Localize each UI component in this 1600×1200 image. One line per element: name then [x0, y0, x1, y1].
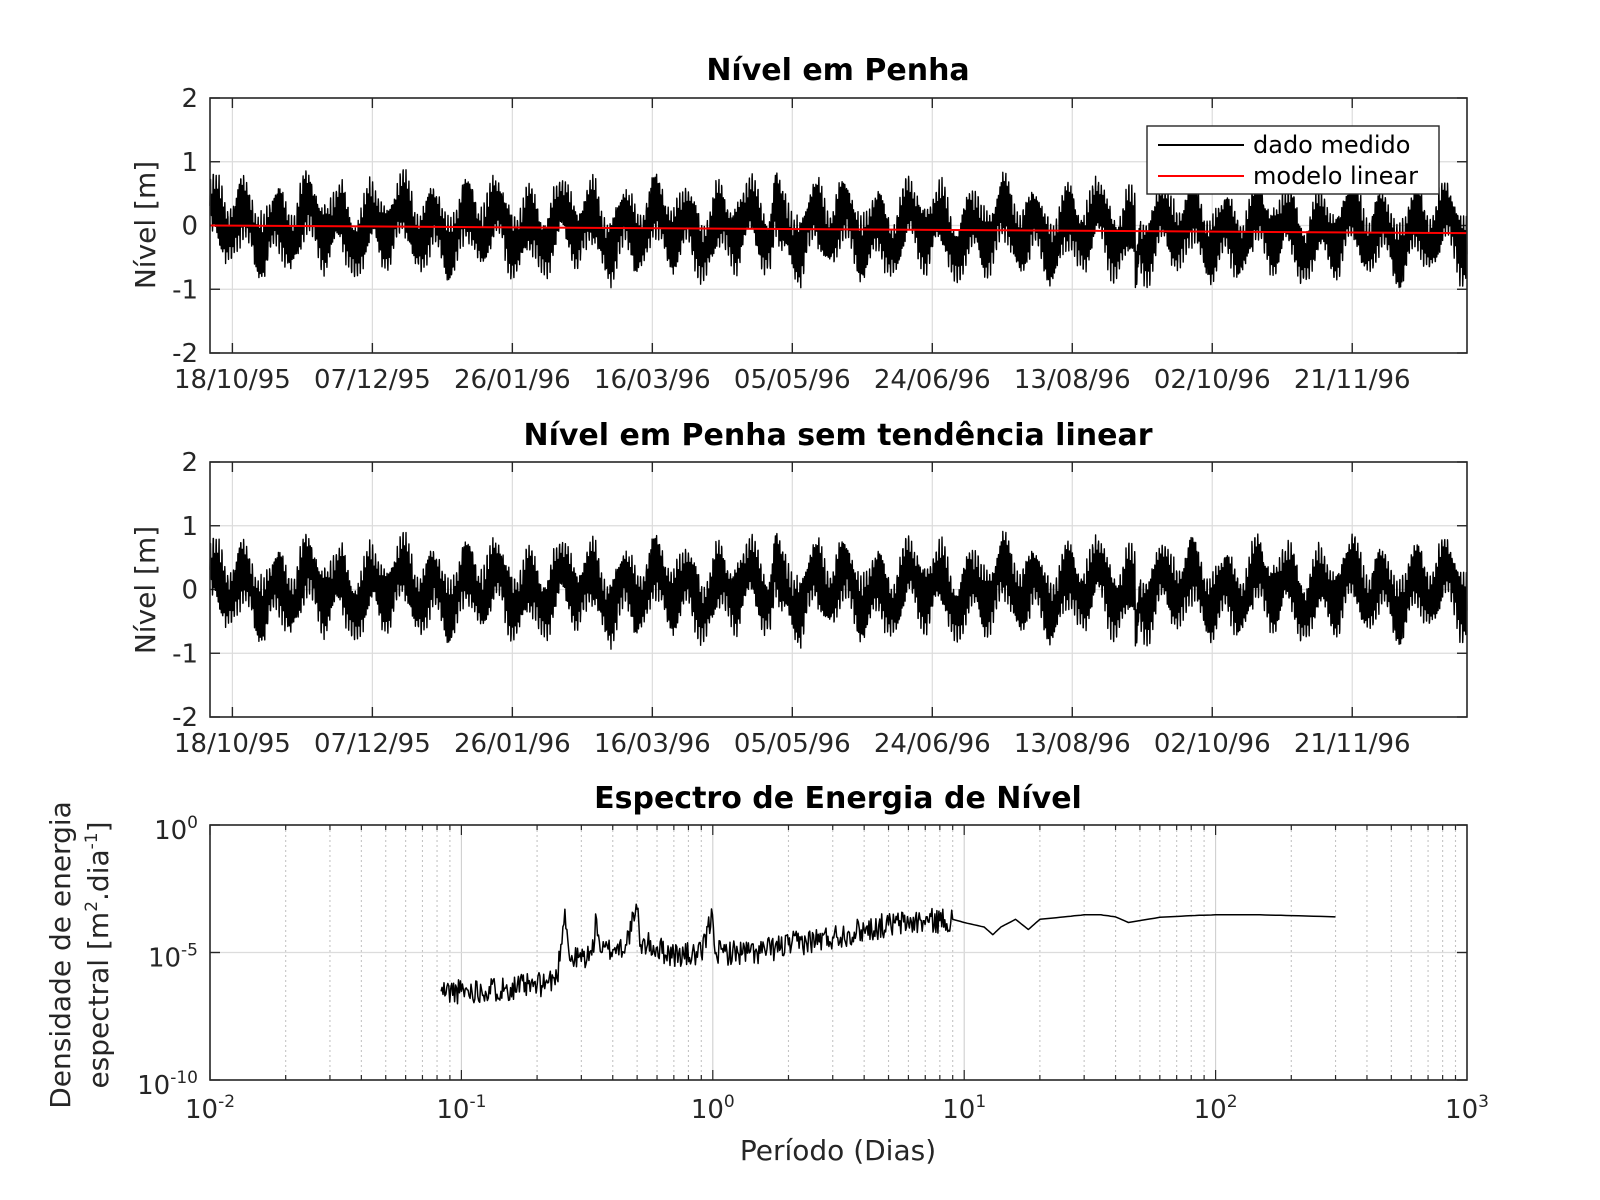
- x-tick-label: 16/03/96: [594, 729, 711, 759]
- panel-sem-tendencia: Nível em Penha sem tendência linear Níve…: [129, 418, 1468, 759]
- x-tick-label: 24/06/96: [874, 365, 991, 395]
- y-tick-label: 1: [181, 512, 198, 542]
- grid: [209, 824, 1467, 1081]
- chart-title: Nível em Penha: [706, 53, 969, 88]
- x-tick-label: 13/08/96: [1014, 365, 1131, 395]
- y-axis-label: Densidade de energia espectral [m2.dia-1…: [44, 801, 115, 1109]
- data-lines: [209, 530, 1468, 650]
- y-axis-label-line2: espectral [m2.dia-1]: [82, 821, 115, 1088]
- series-line-spectrum: [440, 903, 1336, 1005]
- x-tick-label: 16/03/96: [594, 365, 711, 395]
- series-line-measured: [209, 169, 1468, 289]
- x-tick-label: 21/11/96: [1294, 729, 1411, 759]
- axes-box: [209, 461, 1468, 718]
- x-tick-label: 18/10/95: [174, 729, 291, 759]
- y-tick-label: 10-10: [137, 1068, 198, 1101]
- series-line-linear-model: [209, 224, 1468, 235]
- y-tick-label: 100: [154, 813, 198, 846]
- axes-box: [209, 97, 1468, 354]
- legend-label-measured: dado medido: [1253, 131, 1410, 159]
- tick-labels: 10-2 10-1 100 101 102 103 10-10 10-5 100: [137, 813, 1489, 1125]
- x-tick-label: 02/10/96: [1154, 729, 1271, 759]
- x-tick-label: 07/12/95: [314, 365, 431, 395]
- series-line-measured: [209, 530, 1468, 650]
- x-axis-label: Período (Dias): [740, 1134, 936, 1167]
- y-tick-label: 2: [181, 84, 198, 114]
- y-tick-label: 10-5: [148, 941, 198, 974]
- x-tick-label: 24/06/96: [874, 729, 991, 759]
- x-tick-label: 07/12/95: [314, 729, 431, 759]
- panel-nivel-em-penha: Nível em Penha Nível [m] -2 -1 0 1 2 18/10/95…: [129, 53, 1468, 395]
- y-axis-label: Nível [m]: [129, 526, 162, 654]
- x-tick-label: 05/05/96: [734, 365, 851, 395]
- y-tick-label: -1: [172, 639, 198, 669]
- data-lines: [440, 903, 1336, 1005]
- tick-labels: -2 -1 0 1 2 18/10/95 07/12/95 26/01/96 16/03/96 0…: [172, 84, 1411, 395]
- x-tick-label: 10-2: [185, 1092, 235, 1125]
- x-tick-label: 18/10/95: [174, 365, 291, 395]
- x-tick-label: 26/01/96: [454, 365, 571, 395]
- y-axis-label-line1: Densidade de energia: [44, 801, 77, 1109]
- x-tick-label: 100: [691, 1092, 735, 1125]
- x-tick-label: 13/08/96: [1014, 729, 1131, 759]
- y-tick-label: -2: [172, 703, 198, 733]
- x-tick-label: 05/05/96: [734, 729, 851, 759]
- chart-title: Nível em Penha sem tendência linear: [523, 418, 1152, 453]
- x-tick-label: 103: [1445, 1092, 1489, 1125]
- x-tick-label: 26/01/96: [454, 729, 571, 759]
- y-tick-label: 2: [181, 448, 198, 478]
- x-tick-label: 101: [942, 1092, 986, 1125]
- y-tick-label: -1: [172, 275, 198, 305]
- panel-espectro: Espectro de Energia de Nível Densidade d…: [44, 781, 1489, 1167]
- y-axis-label: Nível [m]: [129, 161, 162, 289]
- y-tick-label: -2: [172, 339, 198, 369]
- data-lines: [209, 169, 1468, 289]
- legend: dado medido modelo linear: [1146, 125, 1440, 195]
- x-tick-label: 102: [1194, 1092, 1238, 1125]
- y-tick-label: 0: [181, 576, 198, 606]
- y-tick-label: 1: [181, 148, 198, 178]
- x-tick-label: 21/11/96: [1294, 365, 1411, 395]
- x-tick-label: 10-1: [436, 1092, 486, 1125]
- tick-labels: -2 -1 0 1 2 18/10/95 07/12/95 26/01/96 16/03/96 0…: [172, 448, 1411, 759]
- legend-label-linear-model: modelo linear: [1253, 162, 1418, 190]
- y-tick-label: 0: [181, 212, 198, 242]
- x-tick-label: 02/10/96: [1154, 365, 1271, 395]
- chart-title: Espectro de Energia de Nível: [594, 781, 1082, 816]
- legend-box: [1146, 125, 1440, 195]
- axes-box: [209, 824, 1468, 1081]
